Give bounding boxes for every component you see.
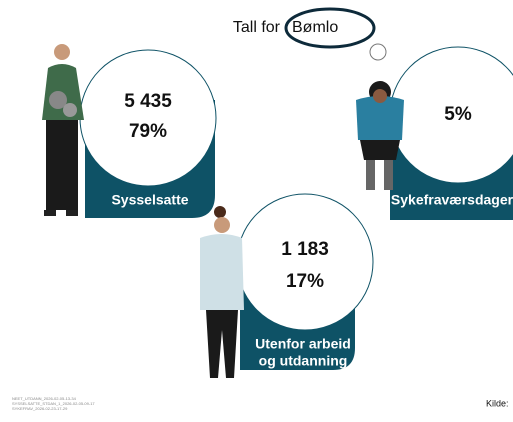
person-illustration: [42, 44, 84, 216]
card-circle: [79, 49, 217, 187]
card-count: 1 183: [281, 239, 329, 260]
highlight-ring: [284, 7, 376, 49]
card-label: Sykefraværsdager: [391, 192, 513, 208]
card-share: 5%: [444, 104, 472, 125]
person-illustration: [356, 43, 404, 190]
source-label: Kilde:: [486, 398, 509, 408]
card-label: Sysselsatte: [111, 192, 188, 208]
card-label: og utdanning: [259, 353, 348, 369]
title-prefix: Tall for: [233, 19, 281, 36]
card-label: Utenfor arbeid: [255, 336, 351, 352]
person-illustration: [200, 206, 244, 378]
title-place: Bømlo: [292, 19, 338, 36]
source-note: SYKEFRAV_2026-02-23-17-29: [12, 406, 68, 411]
card-share: 79%: [129, 121, 167, 142]
card-circle: [236, 193, 374, 331]
card-count: 5 435: [124, 91, 172, 112]
source-note: SYSSELSATTE_STDAN_1_2026-02-05-09-17: [12, 401, 95, 406]
source-note: NEET_UTDANN_2026-02-05-13-34: [12, 396, 77, 401]
card-share: 17%: [286, 271, 324, 292]
